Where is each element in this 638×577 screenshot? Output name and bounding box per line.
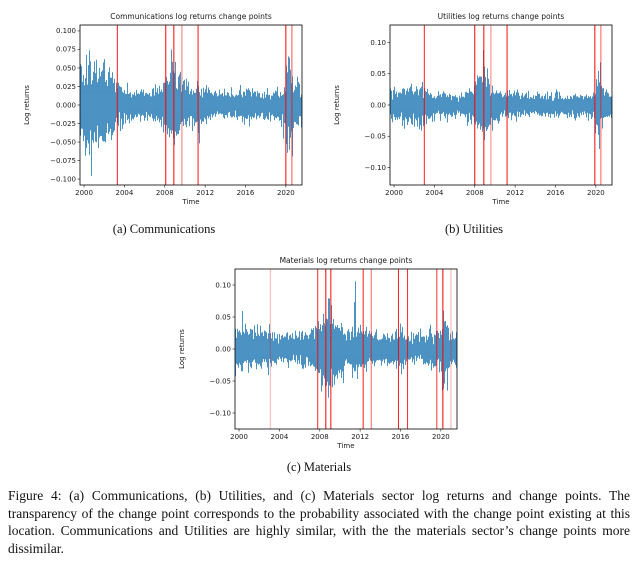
y-tick-label: 0.10 [370,39,386,47]
y-tick-label: −0.10 [210,409,231,417]
subcaption-a: (a) Communications [112,222,216,236]
y-tick-label: 0.00 [215,345,231,353]
y-tick-label: −0.10 [365,164,386,172]
chart-title: Utilities log returns change points [437,12,565,21]
y-tick-label: −0.05 [210,377,231,385]
x-tick-label: 2004 [270,433,288,441]
chart-title: Materials log returns change points [279,256,413,265]
x-tick-label: 2000 [385,189,403,197]
log-returns-series [235,281,457,398]
y-tick-label: 0.050 [56,64,76,72]
y-tick-label: 0.00 [370,101,386,109]
y-tick-label: −0.05 [365,133,386,141]
plot-area: 2000 2004 2008 2012 2016 2020 0.100 0.075 0.050 0… [50,24,303,197]
x-tick-label: 2008 [311,433,329,441]
x-tick-label: 2020 [432,433,450,441]
log-returns-series [80,49,302,176]
x-tick-label: 2012 [351,433,369,441]
x-tick-label: 2012 [506,189,524,197]
y-tick-label: 0.025 [56,83,76,91]
y-tick-label: 0.100 [56,27,76,35]
chart-communications: Communications log returns change points… [18,8,310,220]
log-returns-series [390,49,612,149]
x-tick-label: 2004 [425,189,443,197]
y-tick-label: 0.05 [215,313,231,321]
x-tick-label: 2008 [156,189,174,197]
x-tick-label: 2000 [230,433,248,441]
subcaption-b: (b) Utilities [445,222,503,236]
plot-area: 2000 2004 2008 2012 2016 2020 0.10 0.05 0.00 −0.0… [210,268,458,441]
y-tick-label: −0.025 [50,120,76,128]
y-tick-label: −0.075 [50,157,76,165]
plot-area: 2000 2004 2008 2012 2016 2020 0.10 0.05 0.00 −0.0… [365,24,613,197]
x-tick-label: 2008 [466,189,484,197]
subcaption-c: (c) Materials [286,460,352,474]
x-tick-label: 2020 [587,189,605,197]
y-tick-label: 0.10 [215,281,231,289]
axes-frame [79,24,303,186]
axes-frame [389,24,613,186]
x-tick-label: 2016 [237,189,255,197]
y-tick-label: 0.075 [56,46,76,54]
chart-title: Communications log returns change points [110,12,272,21]
figure-caption: Figure 4: (a) Communications, (b) Utilit… [8,488,630,556]
x-axis-label: Time [337,442,355,450]
y-tick-label: −0.050 [50,138,76,146]
y-tick-label: 0.05 [370,70,386,78]
chart-utilities: Utilities log returns change points Log … [328,8,620,220]
x-tick-label: 2016 [392,433,410,441]
x-tick-label: 2020 [277,189,295,197]
axes-frame [234,268,458,430]
x-tick-label: 2012 [196,189,214,197]
x-tick-label: 2000 [75,189,93,197]
x-axis-label: Time [492,198,510,206]
x-tick-label: 2016 [547,189,565,197]
x-axis-label: Time [182,198,200,206]
x-tick-label: 2004 [115,189,133,197]
chart-materials: Materials log returns change points Log … [173,252,465,464]
y-tick-label: 0.000 [56,101,76,109]
y-tick-label: −0.100 [50,175,76,183]
